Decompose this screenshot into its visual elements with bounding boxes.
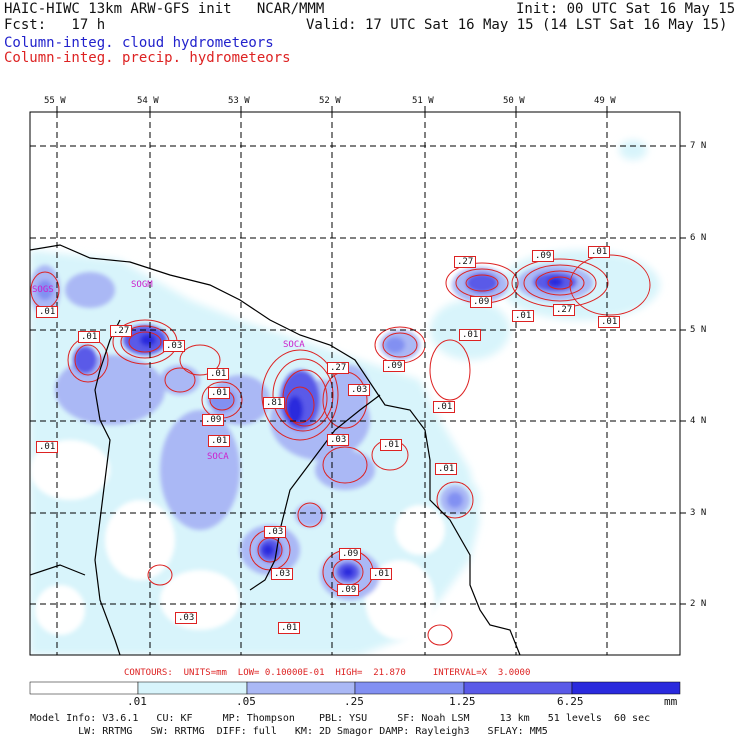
lon-label: 49 W (594, 96, 616, 106)
lat-label: 3 N (690, 508, 707, 518)
station-label: SOCA (283, 340, 305, 350)
contour-value-label: .27 (327, 362, 350, 374)
legend-precip: Column-integ. precip. hydrometeors (4, 50, 291, 66)
lon-label: 50 W (503, 96, 525, 106)
model-title: HAIC-HIWC 13km ARW-GFS init NCAR/MMM (4, 1, 325, 17)
lon-label: 53 W (228, 96, 250, 106)
colorbar-tick: 6.25 (557, 695, 584, 708)
model-info-line-1: Model Info: V3.6.1 CU: KF MP: Thompson P… (30, 713, 651, 724)
contour-value-label: .09 (337, 584, 360, 596)
contour-value-label: .27 (454, 256, 477, 268)
station-label: SOCA (207, 452, 229, 462)
contour-value-label: .01 (598, 316, 621, 328)
init-time: Init: 00 UTC Sat 16 May 15 (516, 1, 736, 17)
contour-value-label: .01 (208, 387, 231, 399)
map-frame (29, 111, 681, 656)
contour-value-label: .09 (202, 414, 225, 426)
contour-value-label: .03 (264, 526, 287, 538)
lon-label: 52 W (319, 96, 341, 106)
lon-label: 51 W (412, 96, 434, 106)
contour-value-label: .03 (327, 434, 350, 446)
colorbar-tick: .25 (344, 695, 364, 708)
contour-value-label: .01 (278, 622, 301, 634)
lon-label: 54 W (137, 96, 159, 106)
forecast-hour: Fcst: 17 h (4, 17, 106, 33)
contour-value-label: .01 (380, 439, 403, 451)
lat-label: 5 N (690, 325, 707, 335)
contour-value-label: .01 (207, 368, 230, 380)
valid-time: Valid: 17 UTC Sat 16 May 15 (14 LST Sat … (306, 17, 728, 33)
lat-label: 6 N (690, 233, 707, 243)
frame-ticks (56, 106, 686, 605)
legend-cloud: Column-integ. cloud hydrometeors (4, 35, 274, 51)
model-info-line-2: LW: RRTMG SW: RRTMG DIFF: full KM: 2D Sm… (30, 726, 548, 737)
contour-value-label: .09 (383, 360, 406, 372)
station-label: SOGM (131, 280, 153, 290)
contour-value-label: .27 (110, 325, 133, 337)
contour-value-label: .03 (163, 340, 186, 352)
graticule (30, 112, 680, 655)
colorbar-tick: 1.25 (449, 695, 476, 708)
contour-value-label: .01 (433, 401, 456, 413)
lat-label: 2 N (690, 599, 707, 609)
station-label: SOGS (32, 285, 54, 295)
contour-value-label: .01 (435, 463, 458, 475)
colorbar-unit: mm (664, 695, 678, 708)
colorbar-tick: .05 (236, 695, 256, 708)
contour-value-label: .27 (553, 304, 576, 316)
contour-value-label: .01 (459, 329, 482, 341)
contour-value-label: .09 (470, 296, 493, 308)
lat-label: 7 N (690, 141, 707, 151)
contour-value-label: .09 (339, 548, 362, 560)
contour-value-label: .03 (271, 568, 294, 580)
contour-value-label: .03 (348, 384, 371, 396)
lat-label: 4 N (690, 416, 707, 426)
contour-value-label: .03 (175, 612, 198, 624)
contour-info: CONTOURS: UNITS=mm LOW= 0.10000E-01 HIGH… (124, 668, 531, 678)
contour-value-label: .01 (36, 441, 59, 453)
contour-value-label: .01 (36, 306, 59, 318)
contour-value-label: .01 (512, 310, 535, 322)
coastline (30, 244, 521, 655)
cloud-shading (30, 140, 660, 655)
colorbar-tick: .01 (127, 695, 147, 708)
contour-value-label: .01 (208, 435, 231, 447)
contour-value-label: .01 (78, 331, 101, 343)
contour-value-label: .81 (263, 397, 286, 409)
colorbar (29, 681, 681, 695)
contour-value-label: .01 (588, 246, 611, 258)
contour-value-label: .01 (370, 568, 393, 580)
contour-value-label: .09 (532, 250, 555, 262)
lon-label: 55 W (44, 96, 66, 106)
